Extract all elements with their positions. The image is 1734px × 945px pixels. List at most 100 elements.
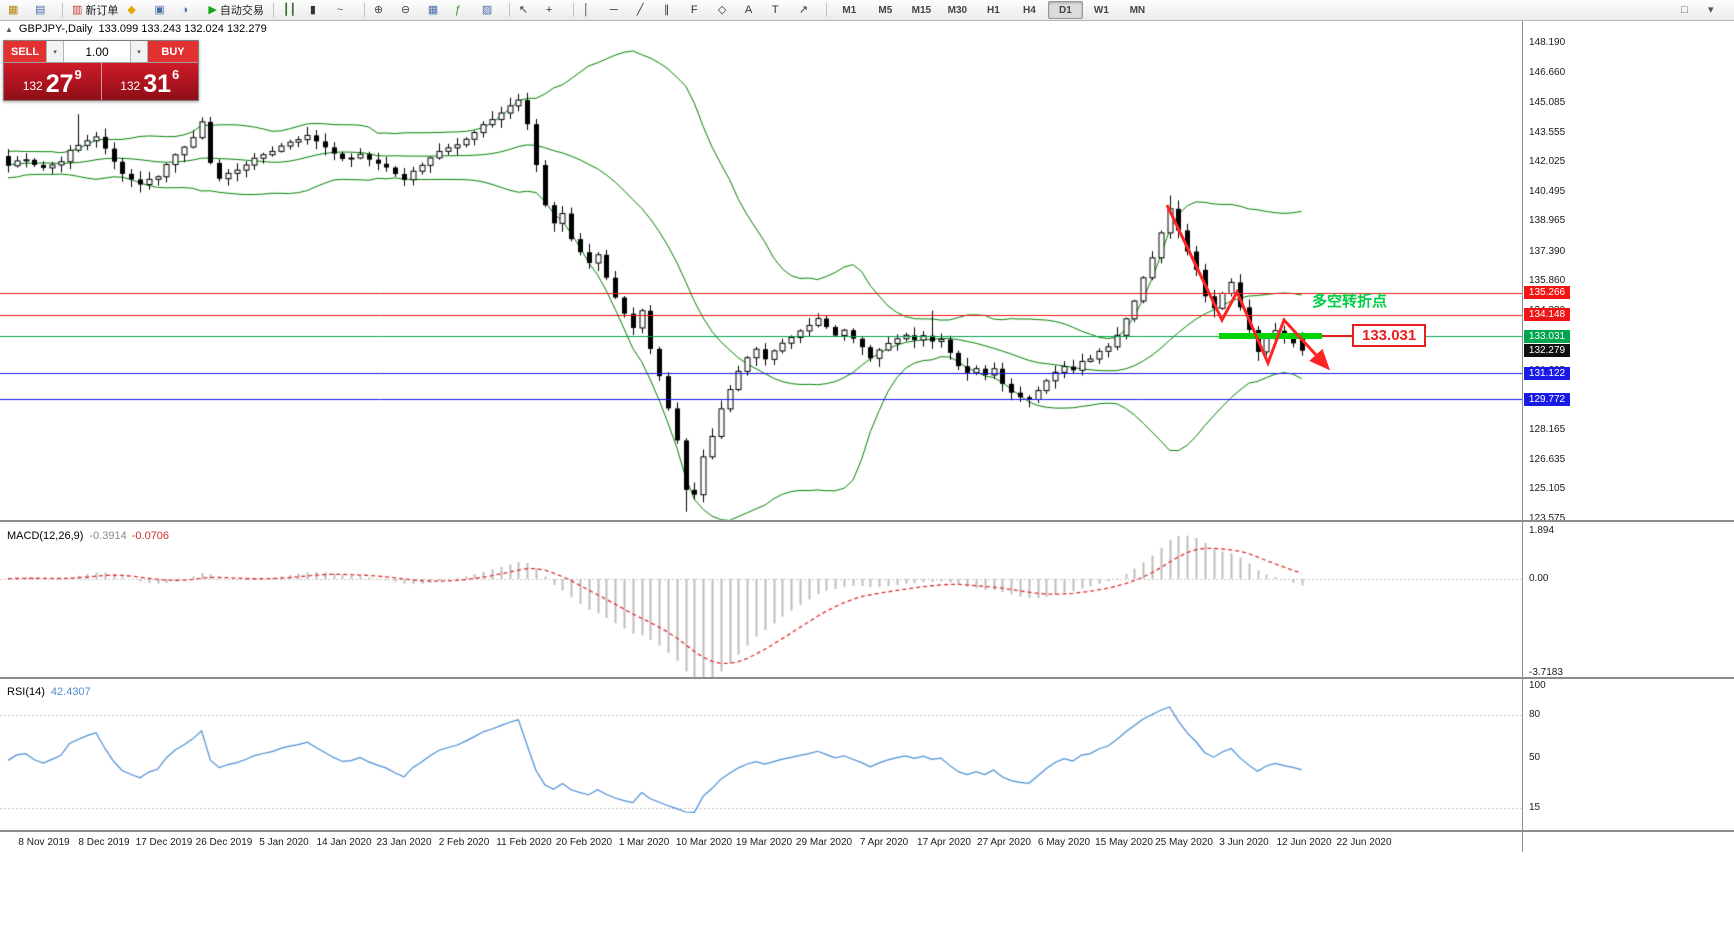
trade-panel-price-row: 132 27 9 132 31 6 [4, 63, 198, 100]
new-chart-icon[interactable]: ▦ [4, 1, 30, 19]
caret-down-icon: ▾ [137, 48, 141, 56]
strategy-tester-icon[interactable]: ◑ [177, 1, 203, 19]
strategy-tester-icon-glyph: ◑ [181, 3, 189, 16]
scale-label: 146.660 [1529, 66, 1566, 78]
macd-signal-value: -0.0706 [131, 530, 170, 542]
indicators-icon-glyph: ƒ [454, 3, 461, 16]
crosshair-icon-glyph: + [545, 3, 553, 16]
sell-price-button[interactable]: 132 27 9 [4, 63, 102, 100]
panel-divider[interactable] [0, 677, 1734, 679]
panel-divider[interactable] [0, 520, 1734, 522]
date-label: 8 Nov 2019 [18, 837, 70, 848]
timeframe-button-h1[interactable]: H1 [986, 4, 1000, 16]
trade-panel-top-row: SELL ▾ 1.00 ▾ BUY [4, 41, 198, 63]
time-axis[interactable]: 8 Nov 2019 8 Dec 2019 17 Dec 2019 26 Dec 20… [0, 832, 1522, 854]
scale-label: -3.7183 [1529, 667, 1563, 678]
date-label: 10 Mar 2020 [675, 837, 733, 848]
price-line-badge: 133.031 [1524, 329, 1570, 343]
scale-label: 138.965 [1529, 215, 1566, 227]
fibonacci-retracement-icon[interactable]: F [687, 1, 713, 19]
candlestick-icon-glyph: ▮ [309, 3, 316, 16]
text-icon[interactable]: A [741, 1, 767, 19]
cursor-icon[interactable]: ↖ [515, 1, 541, 19]
support-highlight-segment[interactable] [1219, 333, 1322, 340]
macd-indicator-label: MACD(12,26,9) -0.3914 -0.0706 [7, 530, 169, 542]
price-line-badge: 135.266 [1524, 286, 1570, 300]
buy-price-figure: 132 [120, 79, 141, 93]
timeframe-button-m5[interactable]: M5 [878, 4, 893, 16]
date-label: 19 Mar 2020 [735, 837, 793, 848]
arrows-icon-glyph: ↗ [798, 3, 809, 16]
crosshair-icon[interactable]: + [542, 1, 568, 19]
shapes-icon[interactable]: ◇ [714, 1, 740, 19]
caret-down-icon: ▾ [53, 48, 57, 56]
timeframe-button-m1[interactable]: M1 [842, 4, 857, 16]
volume-input[interactable]: 1.00 [64, 41, 130, 62]
timeframe-button-h4[interactable]: H4 [1022, 4, 1036, 16]
autotrading-button[interactable]: ▶ 自动交易 [204, 1, 267, 19]
scale-label: 80 [1529, 708, 1541, 720]
rsi-indicator-label: RSI(14) 42.4307 [7, 686, 91, 698]
timeframe-button-w1[interactable]: W1 [1093, 4, 1109, 16]
window-menu-icon[interactable]: ▾ [1704, 1, 1730, 19]
horizontal-line-icon-glyph: ─ [609, 3, 618, 16]
zoom-out-icon[interactable]: ⊖ [397, 1, 423, 19]
toolbar-separator [363, 3, 365, 17]
trendline-icon-glyph: ╱ [636, 3, 644, 16]
callout-connector-line [1322, 335, 1352, 338]
new-order-button[interactable]: ▥ 新订单 [68, 1, 122, 19]
trendline-icon[interactable]: ╱ [633, 1, 659, 19]
label-icon[interactable]: T [768, 1, 794, 19]
date-label: 25 May 2020 [1155, 837, 1213, 848]
tile-windows-icon[interactable]: ▦ [424, 1, 450, 19]
scale-label: 135.860 [1529, 275, 1566, 287]
candlestick-icon[interactable]: ▮ [306, 1, 332, 19]
templates-icon-glyph: ▨ [481, 3, 493, 16]
date-label: 29 Mar 2020 [795, 837, 853, 848]
sell-button[interactable]: SELL [4, 41, 46, 62]
one-click-trading-panel: SELL ▾ 1.00 ▾ BUY 132 27 9 132 31 6 [3, 40, 199, 101]
price-scale[interactable]: 148.190 146.660 145.085 143.555 142.025 140.4… [1522, 20, 1734, 852]
buy-price-pips: 31 [143, 70, 172, 98]
window-restore-icon[interactable]: □ [1677, 1, 1703, 19]
volume-caret[interactable]: ▾ [130, 41, 148, 62]
line-chart-icon[interactable]: ~ [333, 1, 359, 19]
timeframe-button-d1[interactable]: D1 [1047, 1, 1083, 19]
macd-main-value: -0.3914 [89, 530, 127, 542]
buy-button[interactable]: BUY [148, 41, 198, 62]
bar-chart-icon[interactable]: ┃┃ [279, 1, 305, 19]
date-label: 8 Dec 2019 [78, 837, 130, 848]
turning-point-annotation[interactable]: 多空转折点 [1312, 293, 1388, 310]
rsi-value: 42.4307 [50, 686, 91, 698]
horizontal-line-icon[interactable]: ─ [606, 1, 632, 19]
autotrading-icon: ▶ [208, 3, 217, 16]
price-callout[interactable]: 133.031 [1352, 324, 1427, 347]
date-label: 27 Apr 2020 [977, 837, 1031, 848]
terminal-icon[interactable]: ▣ [150, 1, 176, 19]
sell-price-pips: 27 [45, 70, 74, 98]
metaeditor-icon[interactable]: ◆ [123, 1, 149, 19]
timeframe-button-mn[interactable]: MN [1129, 4, 1146, 16]
zoom-in-icon[interactable]: ⊕ [370, 1, 396, 19]
arrows-icon[interactable]: ↗ [795, 1, 821, 19]
profiles-icon[interactable]: ▤ [31, 1, 57, 19]
equidistant-channel-icon[interactable]: ∥ [660, 1, 686, 19]
toolbar-separator [508, 3, 510, 17]
macd-title: MACD(12,26,9) [7, 530, 84, 542]
timeframe-button-m30[interactable]: M30 [947, 4, 968, 16]
date-label: 15 May 2020 [1095, 837, 1153, 848]
scale-label: 137.390 [1529, 245, 1566, 257]
timeframe-button-m15[interactable]: M15 [911, 4, 932, 16]
sell-options-caret[interactable]: ▾ [46, 41, 64, 62]
indicators-icon[interactable]: ƒ [451, 1, 477, 19]
cursor-icon-glyph: ↖ [518, 3, 529, 16]
buy-price-button[interactable]: 132 31 6 [101, 63, 198, 100]
fibonacci-retracement-icon-glyph: F [690, 3, 698, 16]
price-line-badge: 129.772 [1524, 392, 1570, 406]
tile-windows-icon-glyph: ▦ [427, 3, 439, 16]
panel-divider[interactable] [0, 830, 1734, 832]
templates-icon[interactable]: ▨ [478, 1, 504, 19]
vertical-line-icon[interactable]: │ [579, 1, 605, 19]
